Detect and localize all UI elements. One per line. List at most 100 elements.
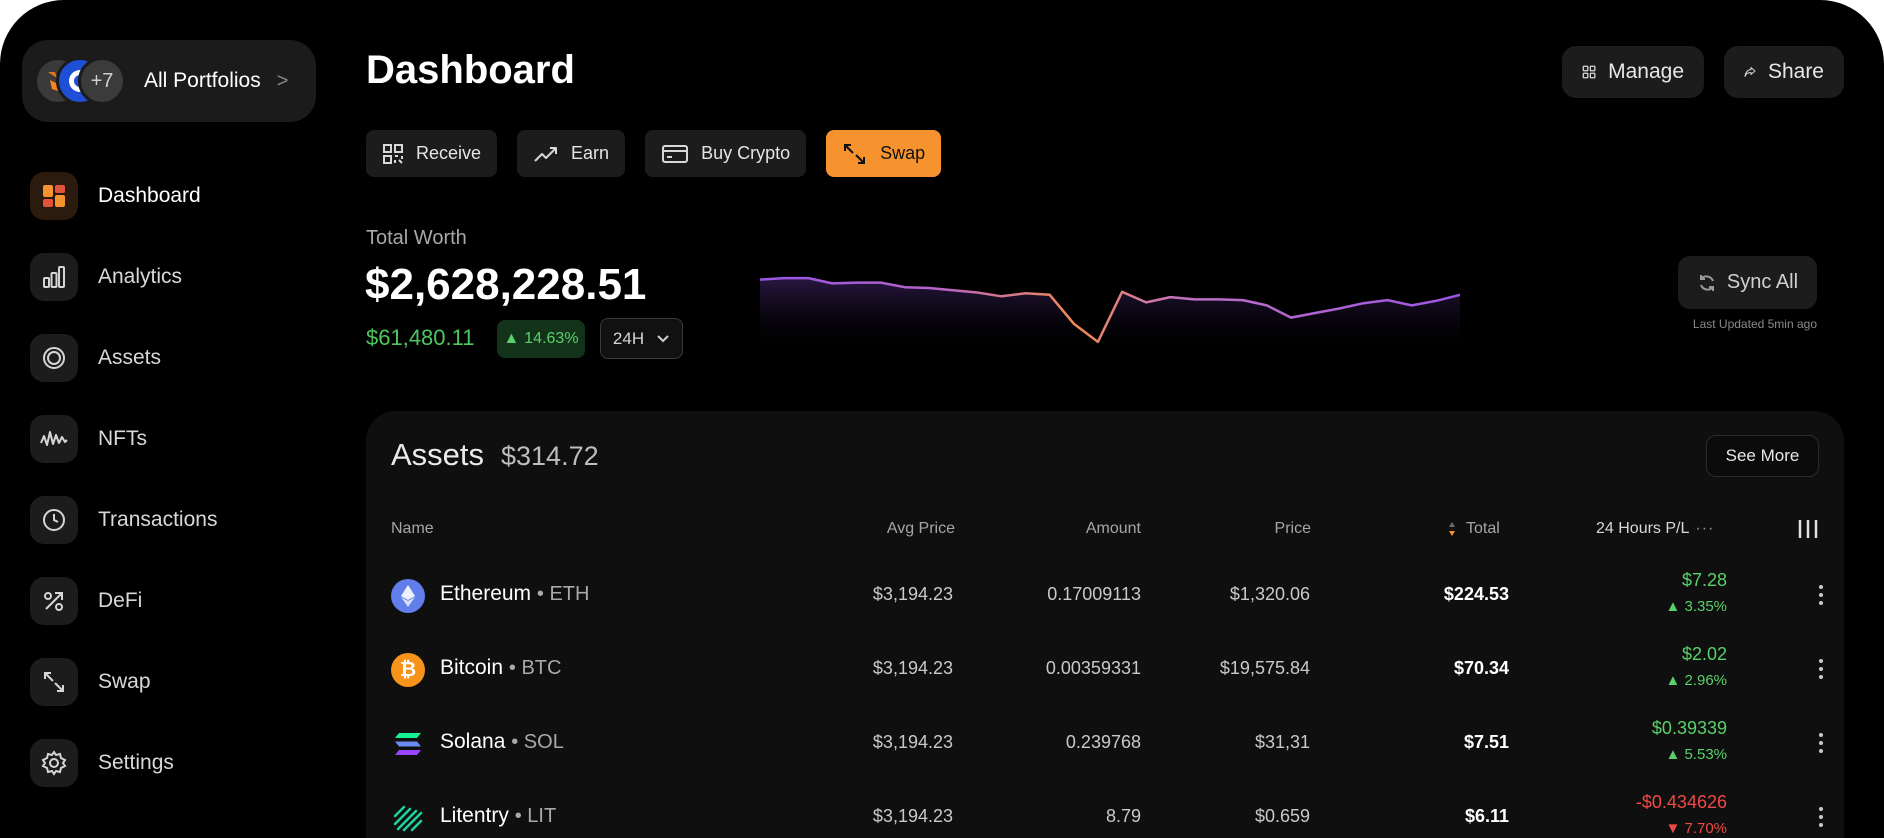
asset-symbol-text: BTC xyxy=(521,657,562,679)
clock-icon xyxy=(30,495,78,544)
swap-icon xyxy=(844,143,866,164)
avg-price-cell: $3,194.23 xyxy=(872,806,953,826)
asset-symbol-text: LIT xyxy=(527,805,557,827)
receive-label: Receive xyxy=(416,143,482,163)
asset-name-text: Ethereum xyxy=(440,582,532,605)
card-icon xyxy=(662,144,689,163)
sidebar-item-analytics[interactable]: Analytics xyxy=(30,236,320,317)
asset-name: Solana • SOL xyxy=(440,730,564,754)
time-range-value: 24H xyxy=(612,328,645,348)
share-icon xyxy=(1744,67,1756,77)
time-range-select[interactable]: 24H xyxy=(600,318,683,359)
asset-name-text: Bitcoin xyxy=(440,656,504,679)
sync-all-label: Sync All xyxy=(1726,271,1799,293)
asset-name: Litentry • LIT xyxy=(440,804,556,828)
more-vertical-icon[interactable] xyxy=(1806,802,1836,832)
column-header-pl-label: 24 Hours P/L xyxy=(1596,520,1690,537)
sidebar-item-assets[interactable]: Assets xyxy=(30,317,320,398)
sidebar-item-label: Settings xyxy=(98,750,174,774)
columns-settings-icon[interactable] xyxy=(1794,516,1820,542)
assets-icon xyxy=(30,333,78,382)
total-worth-value: $2,628,228.51 xyxy=(365,260,647,309)
asset-name: Bitcoin • BTC xyxy=(440,656,561,680)
avg-price-cell: $3,194.23 xyxy=(872,584,953,604)
litentry-icon xyxy=(391,801,425,835)
sidebar-item-settings[interactable]: Settings xyxy=(30,722,320,803)
price-cell: $31,31 xyxy=(1254,732,1310,752)
last-updated-text: Last Updated 5min ago xyxy=(1692,317,1817,331)
sparkline-line xyxy=(760,276,1460,344)
manage-button[interactable]: Manage xyxy=(1562,46,1704,98)
swap-button[interactable]: Swap xyxy=(826,130,942,177)
sidebar-item-transactions[interactable]: Transactions xyxy=(30,479,320,560)
table-row[interactable]: Ethereum • ETH $3,194.23 0.17009113 $1,3… xyxy=(366,556,1844,630)
sidebar-item-swap[interactable]: Swap xyxy=(30,641,320,722)
sort-icon xyxy=(1449,522,1455,536)
asset-symbol: • LIT xyxy=(514,805,557,827)
asset-symbol-text: ETH xyxy=(549,583,590,605)
sidebar-item-nfts[interactable]: NFTs xyxy=(30,398,320,479)
asset-symbol: • ETH xyxy=(536,583,590,605)
share-button[interactable]: Share xyxy=(1724,46,1844,98)
chevron-right-icon: > xyxy=(276,69,289,92)
refresh-icon xyxy=(1699,274,1714,291)
analytics-icon xyxy=(30,252,78,301)
column-header-pl[interactable]: 24 Hours P/L ··· xyxy=(1596,520,1714,538)
sidebar-item-defi[interactable]: DeFi xyxy=(30,560,320,641)
table-row[interactable]: Solana • SOL $3,194.23 0.239768 $31,31 $… xyxy=(366,704,1844,778)
see-more-button[interactable]: See More xyxy=(1706,435,1819,477)
pl-percent: ▲ 3.35% xyxy=(1665,598,1727,615)
column-header-avg-price[interactable]: Avg Price xyxy=(886,520,955,537)
column-header-total-label: Total xyxy=(1466,520,1500,537)
total-cell: $70.34 xyxy=(1453,658,1509,678)
earn-button[interactable]: Earn xyxy=(517,130,626,177)
more-portfolios-count: +7 xyxy=(78,57,126,105)
amount-cell: 0.17009113 xyxy=(1047,584,1141,604)
sync-all-button[interactable]: Sync All xyxy=(1678,256,1817,309)
sidebar-item-dashboard[interactable]: Dashboard xyxy=(30,155,320,236)
sidebar-nav: Dashboard Analytics Assets NFTs Transact… xyxy=(30,155,320,803)
table-row[interactable]: ₿ Bitcoin • BTC $3,194.23 0.00359331 $19… xyxy=(366,630,1844,704)
solana-icon xyxy=(391,727,425,761)
asset-name-text: Solana xyxy=(440,730,506,753)
column-header-total[interactable]: Total xyxy=(1448,520,1500,538)
swap-icon xyxy=(30,657,78,706)
assets-title: Assets xyxy=(391,437,485,472)
portfolio-label: All Portfolios xyxy=(144,69,261,92)
price-cell: $1,320.06 xyxy=(1229,584,1310,604)
page-title: Dashboard xyxy=(366,48,575,92)
buy-crypto-label: Buy Crypto xyxy=(701,143,791,163)
earn-label: Earn xyxy=(571,143,610,163)
more-horizontal-icon[interactable]: ··· xyxy=(1695,520,1715,537)
manage-label: Manage xyxy=(1608,60,1684,83)
bitcoin-icon: ₿ xyxy=(391,653,425,687)
assets-card: Assets $314.72 See More Name Avg Price A… xyxy=(366,411,1844,838)
portfolio-selector[interactable]: +7 All Portfolios > xyxy=(22,40,316,122)
column-header-name[interactable]: Name xyxy=(391,520,434,537)
more-vertical-icon[interactable] xyxy=(1806,580,1836,610)
total-cell: $224.53 xyxy=(1443,584,1509,604)
more-vertical-icon[interactable] xyxy=(1806,654,1836,684)
pl-percent: ▲ 5.53% xyxy=(1665,746,1727,763)
worth-change-value: $61,480.11 xyxy=(366,325,475,350)
triangle-up-icon: ▲ xyxy=(503,330,520,347)
sidebar-item-label: NFTs xyxy=(98,426,147,450)
share-label: Share xyxy=(1767,60,1824,83)
sidebar-item-label: DeFi xyxy=(98,588,143,612)
defi-icon xyxy=(30,576,78,625)
more-vertical-icon[interactable] xyxy=(1806,728,1836,758)
receive-button[interactable]: Receive xyxy=(366,130,498,177)
asset-symbol: • BTC xyxy=(508,657,562,679)
column-header-amount[interactable]: Amount xyxy=(1085,520,1141,537)
price-cell: $0.659 xyxy=(1254,806,1310,826)
gear-icon xyxy=(30,738,78,787)
sidebar-item-label: Swap xyxy=(98,669,151,693)
buy-crypto-button[interactable]: Buy Crypto xyxy=(645,130,807,177)
avg-price-cell: $3,194.23 xyxy=(872,658,953,678)
worth-sparkline xyxy=(760,276,1460,354)
column-header-price[interactable]: Price xyxy=(1274,520,1311,537)
table-row[interactable]: Litentry • LIT $3,194.23 8.79 $0.659 $6.… xyxy=(366,778,1844,838)
amount-cell: 0.239768 xyxy=(1065,732,1141,752)
pl-value: $2.02 xyxy=(1681,644,1727,664)
